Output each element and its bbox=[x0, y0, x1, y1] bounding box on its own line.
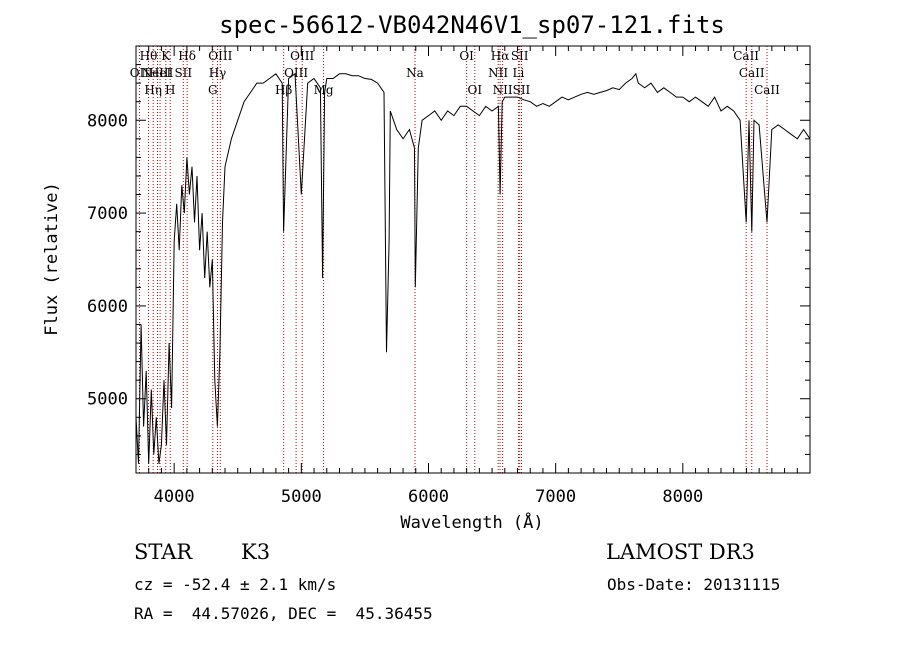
y-axis-label: Flux (relative) bbox=[42, 182, 62, 336]
x-tick-label: 4000 bbox=[154, 487, 195, 507]
line-marker-label: Hγ bbox=[209, 66, 227, 80]
x-tick-label: 5000 bbox=[281, 487, 322, 507]
line-marker-label: H bbox=[165, 83, 175, 97]
line-marker-label: Hη bbox=[144, 83, 162, 97]
x-axis-label: Wavelength (Å) bbox=[400, 511, 543, 533]
coordinates: RA = 44.57026, DEC = 45.36455 bbox=[134, 604, 433, 623]
line-marker-label: OIII bbox=[284, 66, 308, 80]
line-markers bbox=[138, 46, 768, 473]
line-marker-label: CaII bbox=[733, 49, 759, 63]
x-axis-ticks: 4000 5000 6000 7000 8000 bbox=[148, 46, 798, 507]
line-marker-label: Hα bbox=[491, 49, 510, 63]
line-marker-label: OI bbox=[467, 83, 482, 97]
line-marker-label: NII bbox=[493, 83, 513, 97]
line-marker-label: Hδ bbox=[178, 49, 196, 63]
line-marker-label: OIII bbox=[290, 49, 314, 63]
line-marker-label: CaII bbox=[739, 66, 765, 80]
spectrum-chart: spec-56612-VB042N46V1_sp07-121.fits Flux… bbox=[42, 11, 811, 533]
x-tick-label: 6000 bbox=[408, 487, 449, 507]
object-subclass: K3 bbox=[241, 540, 271, 564]
line-marker-label: Mg bbox=[314, 83, 334, 97]
y-tick-label: 6000 bbox=[87, 297, 128, 317]
y-tick-label: 5000 bbox=[87, 390, 128, 410]
line-marker-label: Hθ bbox=[140, 49, 158, 63]
line-marker-label: CaII bbox=[754, 83, 780, 97]
y-axis-ticks: 5000 6000 7000 8000 bbox=[87, 45, 810, 455]
line-marker-label: SII bbox=[174, 66, 192, 80]
line-marker-label: K bbox=[161, 49, 171, 63]
spectrum-line bbox=[135, 72, 811, 464]
line-marker-label: SII bbox=[511, 49, 529, 63]
line-marker-label: NeIII bbox=[142, 66, 174, 80]
line-marker-label: OIII bbox=[208, 49, 232, 63]
chart-title: spec-56612-VB042N46V1_sp07-121.fits bbox=[219, 11, 725, 39]
x-tick-label: 8000 bbox=[662, 487, 703, 507]
line-marker-label: Hβ bbox=[275, 83, 292, 97]
redshift-velocity: cz = -52.4 ± 2.1 km/s bbox=[134, 575, 337, 594]
object-class: STAR bbox=[134, 540, 193, 564]
line-marker-label: Na bbox=[406, 66, 424, 80]
line-marker-label: OII bbox=[130, 66, 150, 80]
line-marker-label: SII bbox=[513, 83, 531, 97]
plot-frame bbox=[135, 45, 811, 474]
line-marker-label: G bbox=[208, 83, 218, 97]
line-marker-label: OI bbox=[459, 49, 474, 63]
line-marker-label: Li bbox=[512, 66, 524, 80]
survey-name: LAMOST DR3 bbox=[606, 540, 755, 564]
x-tick-label: 7000 bbox=[535, 487, 576, 507]
y-tick-label: 8000 bbox=[87, 111, 128, 131]
line-marker-label: HeI bbox=[149, 66, 172, 80]
line-marker-label: NII bbox=[488, 66, 508, 80]
y-tick-label: 7000 bbox=[87, 204, 128, 224]
observation-date: Obs-Date: 20131115 bbox=[607, 575, 781, 594]
